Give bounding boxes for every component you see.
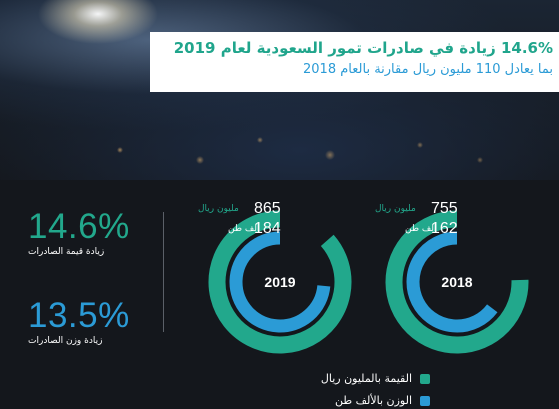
stat-weight-increase: 13.5% زيادة وزن الصادرات (28, 296, 130, 347)
donut-arc-weight-2019 (229, 231, 331, 333)
donut-chart-2018: 2018 (385, 210, 529, 354)
donut-year-label-2019: 2019 (264, 274, 295, 290)
stat-value-increase-number: 14.6% (28, 207, 130, 246)
label-2019-value-number: 865 (254, 200, 281, 217)
page-subtitle: بما يعادل 110 مليون ريال مقارنة بالعام 2… (303, 62, 553, 77)
donut-year-label-2018: 2018 (441, 274, 472, 290)
donut-arc-value-2019 (208, 210, 352, 354)
label-2018-value-number: 755 (431, 200, 458, 217)
label-2019-weight-unit: الف طن (228, 224, 260, 234)
legend-label-weight: الوزن بالألف طن (334, 394, 412, 407)
page-title: 14.6% زيادة في صادرات تمور السعودية لعام… (173, 39, 553, 57)
label-2019-weight: الف طن 184 (198, 219, 298, 239)
legend-swatch-weight (420, 396, 430, 406)
stat-weight-increase-number: 13.5% (28, 296, 130, 335)
label-2019-value: مليون ريال 865 (198, 199, 298, 219)
title-box: 14.6% زيادة في صادرات تمور السعودية لعام… (150, 32, 559, 92)
divider (163, 212, 164, 332)
legend-label-value: القيمة بالمليون ريال (320, 372, 412, 385)
label-2018-weight-unit: الف طن (405, 224, 437, 234)
label-2018-weight: الف طن 162 (375, 219, 475, 239)
donut-chart-2019: 2019 (208, 210, 352, 354)
stat-value-increase-label: زيادة قيمة الصادرات (28, 247, 105, 257)
stat-weight-increase-label: زيادة وزن الصادرات (28, 336, 103, 346)
label-2018-weight-number: 162 (431, 220, 458, 237)
label-2019-weight-number: 184 (254, 220, 281, 237)
donut-arc-weight-2018 (406, 231, 498, 333)
legend-swatch-value (420, 374, 430, 384)
label-2018-value-unit: مليون ريال (375, 204, 416, 214)
legend-item-weight: الوزن بالألف طن (300, 393, 430, 409)
label-2019-value-unit: مليون ريال (198, 204, 239, 214)
donut-arc-value-2018 (385, 210, 529, 354)
stat-value-increase: 14.6% زيادة قيمة الصادرات (28, 207, 130, 258)
label-2018-value: مليون ريال 755 (375, 199, 475, 219)
legend-item-value: القيمة بالمليون ريال (300, 371, 430, 387)
